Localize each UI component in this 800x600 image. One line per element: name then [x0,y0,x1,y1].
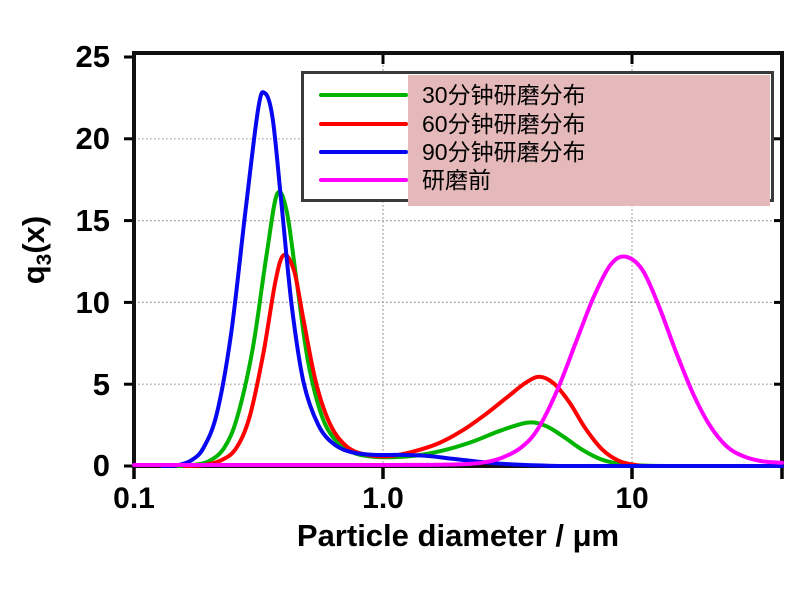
legend-swatch-60min [319,122,408,126]
legend-highlight-overlay [408,75,770,206]
legend-label-pre-grinding: 研磨前 [422,167,491,193]
y-tick-label-0: 0 [92,448,110,483]
y-tick-label-15: 15 [75,203,110,238]
y-tick-label-25: 25 [75,39,110,74]
y-tick-label-5: 5 [92,367,110,402]
x-tick-label-1.0: 1.0 [362,482,404,515]
y-tick-label-10: 10 [75,285,110,320]
legend-swatch-pre-grinding [319,178,408,182]
y-tick-label-20: 20 [75,121,110,156]
curve-60min [182,252,784,469]
x-axis-title: Particle diameter / μm [296,518,620,553]
legend-label-30min: 30分钟研磨分布 [422,82,586,108]
curve-pre-grinding [132,254,784,468]
legend-label-60min: 60分钟研磨分布 [422,111,586,137]
x-tick-label-10: 10 [615,482,649,515]
legend-swatch-30min [319,93,408,97]
legend-swatch-90min [319,150,408,154]
x-tick-label-0.1: 0.1 [113,482,155,515]
y-axis-title: q3(x) [16,215,57,285]
legend-label-90min: 90分钟研磨分布 [422,139,586,165]
curve-90min [160,90,784,469]
